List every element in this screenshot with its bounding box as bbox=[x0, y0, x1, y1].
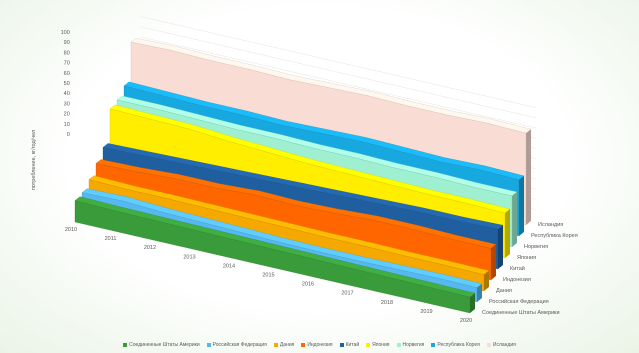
legend-item: Дания bbox=[273, 342, 295, 348]
legend-item: Российская Федерация bbox=[206, 342, 267, 348]
x-tick-label: 2017 bbox=[341, 291, 353, 297]
series-axis-label: Норвегия bbox=[524, 244, 548, 250]
gridline bbox=[140, 26, 536, 119]
gridline bbox=[140, 16, 536, 108]
y-tick-label: 10 bbox=[64, 122, 70, 128]
legend-label: Исландия bbox=[492, 342, 516, 348]
y-tick-label: 60 bbox=[64, 71, 70, 77]
legend-label: Республика Корея bbox=[437, 342, 480, 348]
series-end-cap bbox=[484, 270, 489, 291]
y-tick-label: 0 bbox=[67, 132, 70, 138]
legend-item: Республика Корея bbox=[431, 342, 480, 348]
legend-item: Китай bbox=[339, 342, 360, 348]
y-tick-label: 80 bbox=[64, 50, 70, 56]
legend-item: Индонезия bbox=[301, 342, 333, 348]
y-tick-label: 20 bbox=[64, 112, 70, 118]
x-axis: 2010 2011 2012 2013 2014 2015 2016 2017 2018 2019… bbox=[65, 227, 472, 324]
legend-swatch bbox=[123, 343, 128, 347]
gridline bbox=[140, 36, 536, 129]
series-end-cap bbox=[477, 283, 482, 302]
x-tick-label: 2013 bbox=[183, 254, 195, 260]
y-tick-label: 50 bbox=[64, 81, 70, 87]
x-tick-label: 2014 bbox=[223, 263, 235, 269]
legend-item: Соединенные Штаты Америки bbox=[123, 342, 200, 348]
legend-label: Индонезия bbox=[307, 342, 333, 348]
legend-swatch bbox=[486, 343, 491, 347]
legend-item: Исландия bbox=[486, 342, 516, 348]
series-axis-label: Китай bbox=[510, 265, 525, 272]
legend-swatch bbox=[431, 343, 436, 347]
y-tick-label: 70 bbox=[64, 61, 70, 67]
series-axis-label: Индонезия bbox=[503, 277, 531, 283]
x-tick-label: 2011 bbox=[105, 236, 117, 242]
chart-legend: Соединенные Штаты Америки Российская Феде… bbox=[0, 340, 639, 350]
x-tick-label: 2016 bbox=[302, 282, 314, 288]
legend-label: Норвегия bbox=[402, 342, 425, 348]
series-end-cap bbox=[498, 225, 503, 269]
x-tick-label: 2019 bbox=[420, 309, 432, 315]
legend-swatch bbox=[396, 343, 401, 347]
series-end-cap bbox=[505, 209, 510, 258]
legend-swatch bbox=[301, 343, 306, 347]
y-tick-label: 30 bbox=[64, 101, 70, 107]
series-axis-label: Республика Корея bbox=[531, 233, 578, 239]
series-axis-label: Российская Федерация bbox=[489, 298, 549, 305]
y-axis-title: потребление, кг/год/чел bbox=[31, 130, 37, 190]
legend-swatch bbox=[273, 343, 278, 347]
x-tick-label: 2020 bbox=[460, 318, 472, 324]
y-tick-label: 90 bbox=[64, 40, 70, 46]
x-tick-label: 2012 bbox=[144, 245, 156, 251]
series-end-cap bbox=[519, 175, 524, 236]
legend-label: Китай bbox=[345, 342, 360, 348]
series-end-cap bbox=[470, 293, 475, 313]
series-area bbox=[74, 200, 471, 314]
legend-swatch bbox=[206, 343, 211, 347]
series-end-cap bbox=[526, 129, 531, 225]
x-tick-label: 2018 bbox=[381, 300, 393, 306]
legend-label: Дания bbox=[279, 342, 295, 348]
x-tick-label: 2010 bbox=[65, 227, 77, 233]
series-slab bbox=[74, 196, 476, 314]
series-axis-label: Исландия bbox=[538, 222, 563, 228]
series-axis-label: Соединенные Штаты Америки bbox=[482, 310, 560, 316]
legend-label: Япония bbox=[372, 342, 390, 348]
legend-label: Российская Федерация bbox=[212, 342, 267, 348]
legend-label: Соединенные Штаты Америки bbox=[129, 342, 200, 348]
series-end-cap bbox=[491, 244, 496, 280]
y-tick-label: 40 bbox=[64, 91, 70, 97]
series-axis-label: Япония bbox=[517, 255, 536, 261]
legend-swatch bbox=[366, 343, 371, 347]
series-axis-label: Дания bbox=[496, 288, 512, 294]
y-axis: 0 10 20 30 40 50 60 70 80 90 100 bbox=[61, 30, 70, 138]
legend-item: Норвегия bbox=[396, 342, 425, 348]
x-tick-label: 2015 bbox=[262, 273, 274, 279]
series-end-cap bbox=[512, 192, 517, 247]
y-tick-label: 100 bbox=[61, 30, 70, 36]
legend-swatch bbox=[339, 343, 344, 347]
legend-item: Япония bbox=[366, 342, 390, 348]
